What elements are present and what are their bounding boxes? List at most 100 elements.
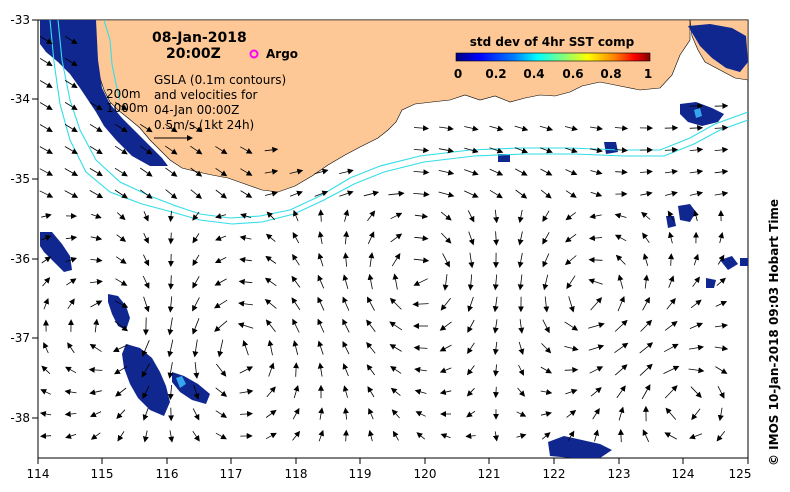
velocity-arrow-icon xyxy=(589,366,604,374)
velocity-arrow-icon xyxy=(115,387,127,397)
velocity-arrow-icon xyxy=(714,124,729,131)
velocity-arrow-icon xyxy=(412,301,429,308)
velocity-arrow-icon xyxy=(215,432,227,440)
velocity-arrow-icon xyxy=(665,190,678,197)
velocity-arrow-icon xyxy=(167,296,174,313)
velocity-arrow-icon xyxy=(65,235,78,241)
velocity-arrow-icon xyxy=(89,124,103,133)
colorbar: std dev of 4hr SST comp 0 0.2 0.4 0.6 0.… xyxy=(454,35,652,81)
velocity-arrow-icon xyxy=(718,232,724,244)
velocity-arrow-icon xyxy=(114,145,128,155)
velocity-arrow-icon xyxy=(193,362,200,379)
velocity-arrow-icon xyxy=(39,146,53,154)
velocity-arrow-icon xyxy=(688,367,705,374)
velocity-arrow-icon xyxy=(492,319,499,334)
velocity-arrow-icon xyxy=(489,125,504,132)
velocity-arrow-icon xyxy=(318,429,325,442)
velocity-arrow-icon xyxy=(292,407,300,420)
velocity-arrow-icon xyxy=(715,366,728,374)
velocity-arrow-icon xyxy=(565,388,578,395)
velocity-arrow-icon xyxy=(114,320,128,332)
velocity-arrow-icon xyxy=(717,254,725,265)
velocity-arrow-icon xyxy=(617,274,624,289)
velocity-arrow-icon xyxy=(116,212,126,221)
velocity-arrow-icon xyxy=(493,209,500,224)
velocity-arrow-icon xyxy=(614,212,627,219)
velocity-arrow-icon xyxy=(143,296,150,313)
velocity-arrow-icon xyxy=(715,300,728,307)
velocity-arrow-icon xyxy=(238,300,253,307)
colorbar-tick: 0.2 xyxy=(485,67,506,81)
velocity-arrow-icon xyxy=(41,365,51,374)
velocity-arrow-icon xyxy=(192,318,200,335)
velocity-arrow-icon xyxy=(167,339,174,358)
velocity-arrow-icon xyxy=(614,125,629,132)
velocity-arrow-icon xyxy=(664,343,679,353)
velocity-arrow-icon xyxy=(640,168,653,175)
isobath-1000-label: 1000m xyxy=(106,101,148,115)
velocity-arrow-icon xyxy=(39,58,53,67)
velocity-arrow-icon xyxy=(64,36,78,45)
velocity-arrow-icon xyxy=(292,430,301,441)
velocity-arrow-icon xyxy=(414,366,427,373)
velocity-arrow-icon xyxy=(516,411,527,417)
velocity-arrow-icon xyxy=(492,341,499,356)
velocity-arrow-icon xyxy=(564,255,577,266)
velocity-arrow-icon xyxy=(641,384,651,400)
velocity-arrow-icon xyxy=(515,168,528,176)
velocity-arrow-icon xyxy=(215,146,228,155)
velocity-arrow-icon xyxy=(265,319,276,333)
velocity-arrow-icon xyxy=(114,101,128,111)
velocity-arrow-icon xyxy=(564,125,578,132)
velocity-arrow-icon xyxy=(413,147,430,154)
velocity-arrow-icon xyxy=(618,406,625,421)
velocity-arrow-icon xyxy=(716,277,726,286)
velocity-arrow-icon xyxy=(542,319,550,334)
velocity-arrow-icon xyxy=(615,169,628,176)
velocity-arrow-icon xyxy=(190,124,203,133)
velocity-arrow-icon xyxy=(413,278,428,286)
velocity-arrow-icon xyxy=(438,191,455,198)
velocity-arrow-icon xyxy=(89,190,104,199)
velocity-arrow-icon xyxy=(439,389,452,395)
velocity-arrow-icon xyxy=(215,363,227,377)
velocity-arrow-icon xyxy=(238,278,253,285)
x-tick-label: 115 xyxy=(91,467,114,481)
velocity-arrow-icon xyxy=(239,234,252,241)
velocity-arrow-icon xyxy=(714,168,729,175)
velocity-arrow-icon xyxy=(168,210,174,223)
velocity-arrow-icon xyxy=(590,297,603,311)
velocity-arrow-icon xyxy=(293,362,300,377)
colorbar-tick: 0.6 xyxy=(562,67,583,81)
velocity-arrow-icon xyxy=(642,253,649,266)
velocity-arrow-icon xyxy=(167,232,174,245)
velocity-arrow-icon xyxy=(141,340,150,357)
velocity-arrow-icon xyxy=(40,389,51,395)
velocity-arrow-icon xyxy=(142,408,149,421)
velocity-arrow-icon xyxy=(415,411,426,417)
velocity-arrow-icon xyxy=(389,321,403,331)
velocity-arrow-icon xyxy=(515,189,528,199)
velocity-arrow-icon xyxy=(165,145,178,155)
velocity-arrow-icon xyxy=(89,146,103,155)
velocity-arrow-icon xyxy=(464,125,479,132)
velocity-arrow-icon xyxy=(116,234,127,242)
velocity-arrow-icon xyxy=(217,339,224,358)
velocity-arrow-icon xyxy=(192,339,199,358)
velocity-arrow-icon xyxy=(190,189,202,199)
velocity-arrow-icon xyxy=(692,276,700,287)
velocity-arrow-icon xyxy=(642,429,650,442)
velocity-arrow-icon xyxy=(42,277,51,287)
velocity-arrow-icon xyxy=(592,408,600,420)
velocity-arrow-icon xyxy=(542,210,550,223)
velocity-arrow-icon xyxy=(214,320,228,332)
velocity-arrow-icon xyxy=(690,386,702,399)
velocity-arrow-icon xyxy=(342,252,349,267)
velocity-arrow-icon xyxy=(517,387,526,397)
velocity-arrow-icon xyxy=(639,342,654,354)
velocity-arrow-icon xyxy=(39,124,53,133)
x-tick-label: 116 xyxy=(156,467,179,481)
velocity-arrow-icon xyxy=(342,341,350,355)
velocity-arrow-icon xyxy=(367,231,375,244)
velocity-arrow-icon xyxy=(214,278,227,286)
